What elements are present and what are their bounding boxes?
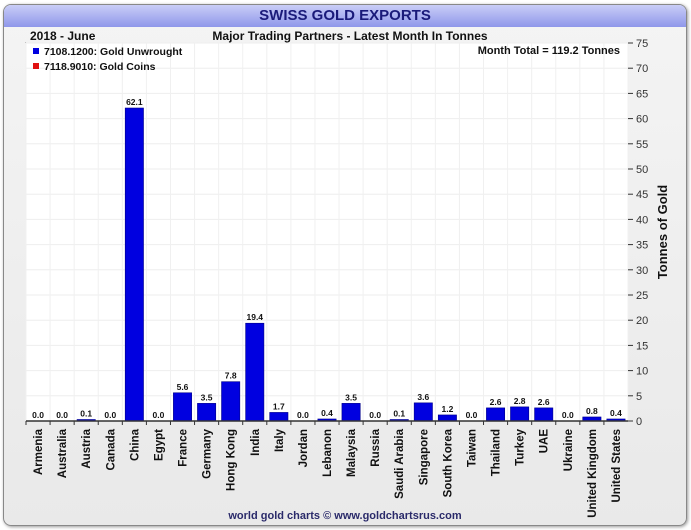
bar xyxy=(413,402,433,422)
data-label: 0.1 xyxy=(393,409,405,419)
x-tick-label: France xyxy=(178,429,190,467)
bar xyxy=(486,407,506,422)
legend: 7108.1200: Gold Unwrought 7118.9010: Gol… xyxy=(33,46,183,73)
data-label: 0.0 xyxy=(104,410,116,420)
chart-title: SWISS GOLD EXPORTS xyxy=(4,5,686,27)
plot-area xyxy=(25,42,629,422)
data-label: 3.5 xyxy=(201,392,213,402)
y-tick-label: 60 xyxy=(636,114,648,126)
x-tick-label: Russia xyxy=(370,428,382,466)
x-tick-label: China xyxy=(129,428,141,461)
data-label: 0.0 xyxy=(56,410,68,420)
data-label: 7.8 xyxy=(225,371,237,381)
x-tick-label: Hong Kong xyxy=(226,429,238,491)
x-tick-label: Jordan xyxy=(298,429,310,467)
x-tick-label: Turkey xyxy=(515,428,527,465)
data-label: 0.0 xyxy=(369,410,381,420)
period-label: 2018 - June xyxy=(30,29,96,43)
x-tick-label: Egypt xyxy=(153,429,165,461)
y-tick-label: 55 xyxy=(636,139,648,151)
data-label: 0.0 xyxy=(562,410,574,420)
y-axis-label: Tonnes of Gold xyxy=(655,185,670,279)
y-tick-label: 20 xyxy=(636,315,648,327)
x-tick-label: Singapore xyxy=(418,429,430,485)
data-label: 2.8 xyxy=(514,396,526,406)
bar xyxy=(221,381,241,422)
data-label: 0.8 xyxy=(586,406,598,416)
x-tick-label: Ukraine xyxy=(563,429,575,471)
x-tick-label: Italy xyxy=(274,428,286,452)
x-tick-label: Australia xyxy=(57,428,69,478)
x-tick-label: Austria xyxy=(81,428,93,468)
data-label: 2.6 xyxy=(490,397,502,407)
data-label: 0.0 xyxy=(32,410,44,420)
data-label: 0.4 xyxy=(321,408,333,418)
data-label: 1.2 xyxy=(441,404,453,414)
data-label: 0.0 xyxy=(297,410,309,420)
bar xyxy=(173,392,192,422)
bar xyxy=(124,107,144,422)
x-tick-label: India xyxy=(250,428,262,455)
bar xyxy=(437,414,457,422)
month-total-annotation: Month Total = 119.2 Tonnes xyxy=(478,45,620,57)
bar xyxy=(197,403,217,422)
data-label: 5.6 xyxy=(177,382,189,392)
data-label: 62.1 xyxy=(126,97,143,107)
y-tick-label: 50 xyxy=(636,164,648,176)
data-label: 0.0 xyxy=(153,410,165,420)
x-tick-label: Armenia xyxy=(33,428,45,475)
x-tick-label: Germany xyxy=(202,428,214,478)
y-tick-label: 30 xyxy=(636,265,648,277)
data-label: 3.6 xyxy=(417,392,429,402)
bar xyxy=(510,406,530,422)
x-tick-label: Canada xyxy=(105,428,117,470)
x-tick-label: South Korea xyxy=(442,428,454,497)
data-label: 3.5 xyxy=(345,392,357,402)
data-label: 2.6 xyxy=(538,397,550,407)
x-tick-label: Saudi Arabia xyxy=(394,428,406,498)
y-tick-label: 5 xyxy=(636,391,642,403)
y-tick-label: 35 xyxy=(636,240,648,252)
x-tick-label: Malaysia xyxy=(346,428,358,477)
bar xyxy=(534,407,554,422)
y-tick-label: 15 xyxy=(636,340,648,352)
x-tick-label: Thailand xyxy=(491,429,503,476)
legend-label-unwrought: 7108.1200: Gold Unwrought xyxy=(44,46,183,58)
legend-swatch-unwrought xyxy=(33,48,39,54)
legend-swatch-coins xyxy=(33,63,39,69)
y-tick-label: 40 xyxy=(636,214,648,226)
y-tick-label: 45 xyxy=(636,189,648,201)
x-tick-label: United States xyxy=(611,429,623,503)
y-tick-label: 75 xyxy=(636,38,648,50)
legend-label-coins: 7118.9010: Gold Coins xyxy=(44,61,156,73)
chart-subtitle: Major Trading Partners - Latest Month In… xyxy=(212,29,487,43)
x-tick-label: United Kingdom xyxy=(587,429,599,518)
bar xyxy=(269,412,289,422)
footer-credit: world gold charts © www.goldchartsrus.co… xyxy=(227,510,461,522)
y-tick-label: 0 xyxy=(636,416,642,428)
x-tick-label: Taiwan xyxy=(466,429,478,467)
bar xyxy=(341,403,361,422)
y-tick-label: 65 xyxy=(636,88,648,100)
data-label: 0.4 xyxy=(610,408,622,418)
bar xyxy=(245,322,265,422)
y-tick-label: 10 xyxy=(636,366,648,378)
data-label: 0.0 xyxy=(466,410,478,420)
data-label: 19.4 xyxy=(246,312,263,322)
data-label: 0.1 xyxy=(80,409,92,419)
y-tick-label: 25 xyxy=(636,290,648,302)
x-tick-label: UAE xyxy=(539,429,551,454)
y-tick-label: 70 xyxy=(636,63,648,75)
data-label: 1.7 xyxy=(273,401,285,411)
x-tick-label: Lebanon xyxy=(322,429,334,477)
